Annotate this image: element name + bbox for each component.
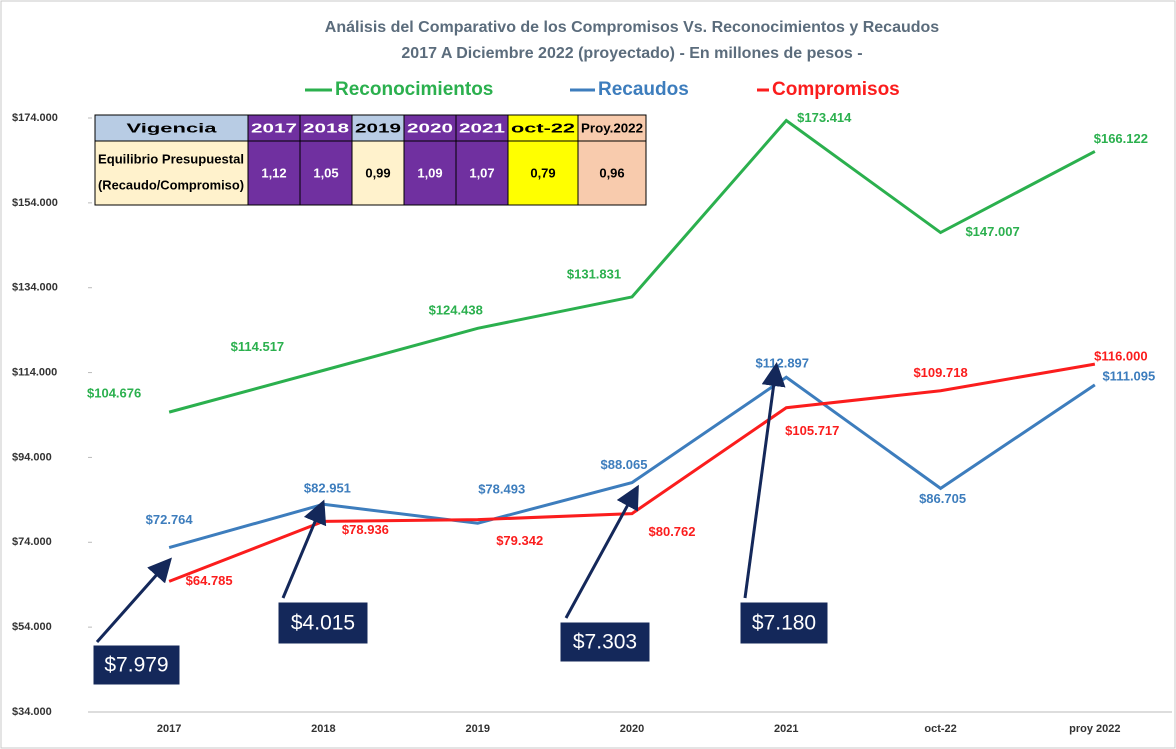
data-label: $111.095	[1102, 368, 1155, 383]
annotation-box	[559, 621, 651, 663]
data-label: $82.951	[304, 481, 351, 496]
table-header: 2017	[251, 120, 297, 135]
legend-label: Reconocimientos	[335, 79, 493, 100]
data-label: $86.705	[919, 491, 966, 506]
y-tick-label: $154.000	[12, 197, 58, 209]
table-header: oct-22	[511, 120, 575, 135]
y-tick-label: $54.000	[12, 621, 52, 633]
table-row-label: (Recaudo/Compromiso)	[98, 177, 244, 192]
annotation-box	[277, 601, 369, 645]
annotation-text: $7.180	[752, 612, 816, 635]
series-line	[168, 118, 1096, 414]
data-label: $173.414	[797, 110, 852, 125]
table-cell	[507, 114, 579, 142]
x-tick-label: 2021	[774, 723, 798, 735]
data-label: $88.065	[601, 457, 648, 472]
data-label: $78.493	[478, 482, 525, 497]
table-cell	[351, 114, 405, 142]
annotation-text: $7.979	[104, 654, 168, 677]
y-tick-label: $114.000	[12, 366, 57, 378]
annotation-arrow	[281, 499, 327, 599]
table-header: Proy.2022	[581, 120, 643, 135]
annotation-arrow	[743, 362, 786, 599]
data-label: $124.438	[429, 303, 483, 318]
data-label: $80.762	[649, 524, 696, 539]
table-cell	[455, 140, 509, 206]
y-tick-label: $94.000	[12, 451, 52, 463]
table-header: Vigencia	[127, 120, 218, 135]
x-tick-label: 2020	[620, 723, 644, 735]
table-value: 1,05	[313, 165, 338, 180]
data-label: $131.831	[567, 266, 621, 281]
x-tick-label: proy 2022	[1069, 723, 1120, 735]
data-label: $114.517	[231, 339, 285, 354]
table-cell	[403, 114, 457, 142]
table-cell	[403, 140, 457, 206]
table-value: 1,09	[417, 165, 442, 180]
table-cell	[455, 114, 509, 142]
table-cell	[94, 140, 249, 206]
table-header: 2021	[459, 120, 505, 135]
table-header: 2018	[303, 120, 349, 135]
table-cell	[507, 140, 579, 206]
table: Vigencia 2017 2018 2019 2020 2021 oct-22 Proy.2…	[94, 114, 647, 206]
table-row-label: Equilibrio Presupuestal	[98, 151, 244, 166]
x-tick-label: 2019	[465, 723, 489, 735]
data-label: $147.007	[965, 224, 1019, 239]
data-label: $109.718	[913, 365, 967, 380]
table-value: 0,96	[599, 165, 624, 180]
data-label: $166.122	[1094, 131, 1148, 146]
chart-subtitle: 2017 A Diciembre 2022 (proyectado) - En …	[401, 45, 862, 62]
annotation-text: $7.303	[573, 631, 637, 654]
y-tick-label: $34.000	[12, 706, 52, 718]
y-tick-label: $134.000	[12, 282, 58, 294]
data-label: $78.936	[342, 522, 389, 537]
data-label: $79.342	[496, 533, 543, 548]
data-label: $105.717	[785, 423, 839, 438]
x-tick-label: 2018	[311, 723, 335, 735]
data-label: $64.785	[186, 573, 233, 588]
table-cell	[94, 114, 249, 142]
annotation-box	[92, 644, 181, 686]
table-header: 2020	[407, 120, 453, 135]
annotation-text: $4.015	[291, 612, 355, 635]
annotation-arrow	[564, 484, 639, 619]
table-value: 1,12	[261, 165, 286, 180]
table-cell	[351, 140, 405, 206]
data-label: $104.676	[87, 386, 141, 401]
table-value: 0,99	[365, 165, 390, 180]
legend: Reconocimientos Recaudos Compromisos	[305, 79, 900, 100]
annotation-box	[739, 601, 829, 645]
y-tick-label: $74.000	[12, 536, 52, 548]
table-cell	[577, 114, 647, 142]
legend-label: Recaudos	[598, 79, 689, 100]
table-value: 1,07	[469, 165, 494, 180]
legend-label: Compromisos	[772, 79, 900, 100]
data-label: $116.000	[1094, 349, 1148, 364]
table-header: 2019	[355, 120, 401, 135]
table-cell	[577, 140, 647, 206]
y-tick-label: $174.000	[12, 112, 58, 124]
x-tick-label: 2017	[157, 723, 181, 735]
data-label: $72.764	[146, 512, 194, 527]
chart-title: Análisis del Comparativo de los Compromi…	[325, 19, 939, 36]
data-label: $112.897	[756, 356, 810, 371]
x-tick-label: oct-22	[924, 723, 956, 735]
table-value: 0,79	[530, 165, 555, 180]
table-cell	[247, 140, 301, 206]
annotation-arrow	[95, 557, 172, 643]
